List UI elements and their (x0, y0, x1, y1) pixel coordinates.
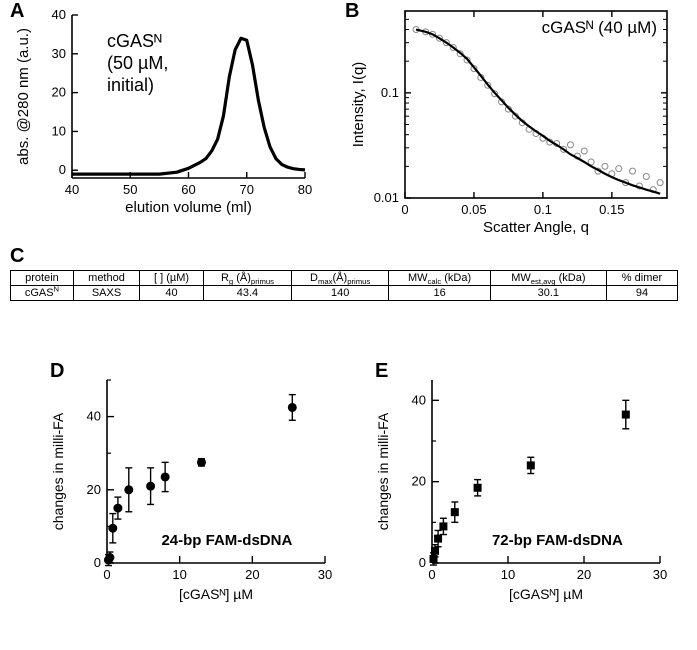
svg-text:20: 20 (52, 85, 66, 100)
panel-C-table-wrap: proteinmethod[ ] (µM)Rg (Å)primusDmax(Å)… (10, 270, 678, 301)
table-cell: 43.4 (204, 286, 292, 301)
svg-text:0: 0 (401, 202, 408, 217)
table-header: MWcalc (kDa) (389, 271, 490, 286)
panel-E-chart: 0 10 20 30 0 20 40 [cGASᴺ] µM changes in milli-F… (370, 360, 670, 605)
svg-text:20: 20 (577, 567, 591, 582)
svg-text:40: 40 (52, 7, 66, 22)
svg-text:30: 30 (318, 567, 332, 582)
svg-text:[cGASᴺ] µM: [cGASᴺ] µM (509, 586, 583, 602)
svg-text:Intensity, I(q): Intensity, I(q) (350, 62, 367, 148)
table-cell: 30.1 (490, 286, 606, 301)
table-cell: 16 (389, 286, 490, 301)
svg-text:0: 0 (103, 567, 110, 582)
svg-text:0: 0 (428, 567, 435, 582)
svg-text:initial): initial) (107, 75, 154, 95)
table-cell: cGASN (11, 286, 74, 301)
figure-container: A 4050607080010203040elution volume (ml)… (0, 0, 697, 650)
svg-text:20: 20 (412, 474, 426, 489)
svg-text:30: 30 (653, 567, 667, 582)
panel-D-chart: 0 10 20 30 0 20 40 [cGASᴺ] µM changes in milli-F… (45, 360, 335, 605)
svg-text:0.05: 0.05 (461, 202, 486, 217)
svg-text:80: 80 (298, 182, 312, 197)
svg-text:40: 40 (65, 182, 79, 197)
svg-text:0.1: 0.1 (381, 85, 399, 100)
svg-text:abs. @280 nm (a.u.): abs. @280 nm (a.u.) (15, 28, 32, 165)
svg-text:20: 20 (87, 482, 101, 497)
svg-text:changes in milli-FA: changes in milli-FA (50, 412, 66, 530)
svg-text:0.15: 0.15 (599, 202, 624, 217)
table-header: MWest,avg (kDa) (490, 271, 606, 286)
svg-text:30: 30 (52, 46, 66, 61)
svg-text:Scatter Angle, q: Scatter Angle, q (483, 219, 589, 236)
svg-text:0: 0 (59, 162, 66, 177)
svg-text:10: 10 (501, 567, 515, 582)
svg-text:72-bp FAM-dsDNA: 72-bp FAM-dsDNA (492, 532, 623, 549)
svg-text:elution volume (ml): elution volume (ml) (125, 199, 252, 216)
table-cell: 140 (291, 286, 388, 301)
svg-text:0: 0 (419, 555, 426, 570)
svg-text:0.01: 0.01 (374, 190, 399, 205)
table-header: % dimer (606, 271, 677, 286)
table-header: method (73, 271, 139, 286)
svg-text:40: 40 (87, 409, 101, 424)
svg-text:cGASᴺ (40 µM): cGASᴺ (40 µM) (542, 18, 657, 37)
svg-text:40: 40 (412, 392, 426, 407)
svg-text:10: 10 (52, 123, 66, 138)
svg-text:changes in milli-FA: changes in milli-FA (375, 412, 391, 530)
svg-text:0: 0 (94, 555, 101, 570)
table-cell: 40 (140, 286, 204, 301)
table-header: [ ] (µM) (140, 271, 204, 286)
table-cell: 94 (606, 286, 677, 301)
svg-text:(50 µM,: (50 µM, (107, 53, 168, 73)
svg-text:[cGASᴺ] µM: [cGASᴺ] µM (179, 586, 253, 602)
panel-B-chart: 0 0.05 0.1 0.15 0.01 0.1 Scatter Angle, q Inten… (345, 5, 675, 240)
panel-A-chart: 40 50 60 70 80 0 10 20 30 40 elution volume (ml) ab… (10, 5, 315, 220)
svg-text:cGASᴺ: cGASᴺ (107, 31, 162, 51)
svg-text:60: 60 (181, 182, 195, 197)
svg-text:10: 10 (172, 567, 186, 582)
svg-text:50: 50 (123, 182, 137, 197)
svg-text:0.1: 0.1 (534, 202, 552, 217)
table-header: Dmax(Å)primus (291, 271, 388, 286)
panel-C-label: C (10, 245, 24, 268)
table-header: Rg (Å)primus (204, 271, 292, 286)
svg-text:24-bp FAM-dsDNA: 24-bp FAM-dsDNA (161, 532, 292, 549)
svg-text:20: 20 (245, 567, 259, 582)
svg-text:70: 70 (240, 182, 254, 197)
saxs-table: proteinmethod[ ] (µM)Rg (Å)primusDmax(Å)… (10, 270, 678, 301)
table-header: protein (11, 271, 74, 286)
table-cell: SAXS (73, 286, 139, 301)
